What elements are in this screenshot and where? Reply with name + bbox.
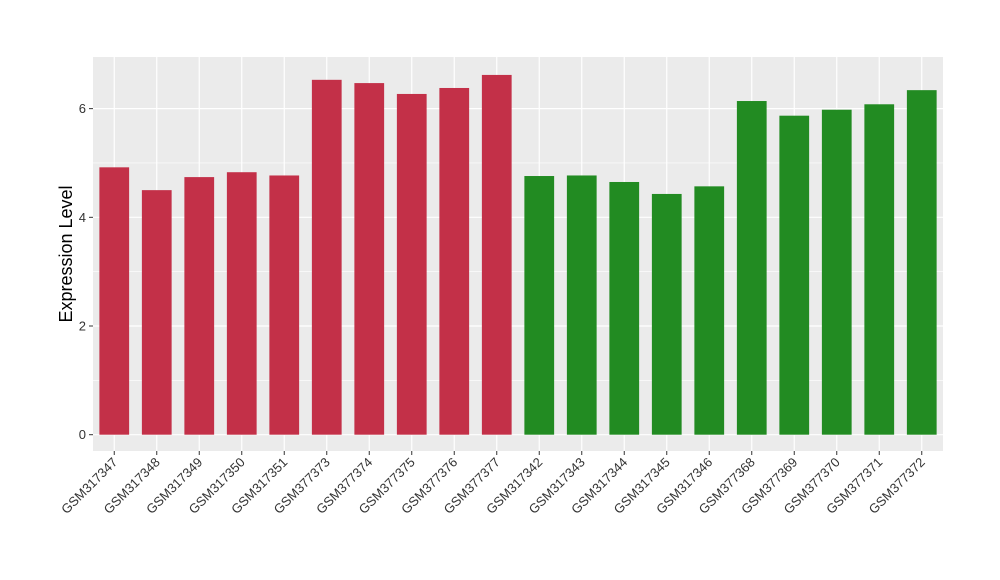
bar-GSM317343: [566, 175, 597, 435]
y-axis: 0 2 4 6: [79, 101, 93, 442]
bar-GSM377368: [736, 101, 767, 435]
bar-GSM317346: [694, 186, 725, 435]
bar-GSM317348: [141, 190, 172, 435]
x-axis: GSM317347GSM317348GSM317349GSM317350GSM3…: [58, 451, 928, 517]
plot-panel: [93, 57, 943, 451]
bar-GSM317344: [609, 181, 640, 435]
bar-GSM377369: [779, 115, 810, 435]
bar-GSM377375: [396, 93, 427, 435]
bar-GSM317351: [269, 175, 300, 435]
y-tick-label: 6: [79, 101, 86, 116]
bars-group: [99, 74, 937, 435]
y-tick-label: 4: [79, 210, 86, 225]
bar-GSM317349: [184, 177, 215, 435]
bar-GSM317342: [524, 176, 555, 435]
y-tick-label: 2: [79, 319, 86, 334]
bar-GSM317347: [99, 167, 130, 435]
bar-GSM377373: [311, 79, 342, 435]
bar-GSM377372: [906, 90, 937, 435]
bar-GSM377374: [354, 83, 385, 435]
bar-GSM377376: [439, 87, 470, 435]
bar-GSM377371: [864, 104, 895, 435]
bar-GSM377370: [821, 109, 852, 435]
y-axis-title: Expression Level: [56, 185, 76, 322]
bar-GSM317345: [651, 193, 682, 435]
bar-GSM377377: [481, 74, 512, 435]
bar-GSM317350: [226, 172, 257, 435]
y-tick-label: 0: [79, 427, 86, 442]
